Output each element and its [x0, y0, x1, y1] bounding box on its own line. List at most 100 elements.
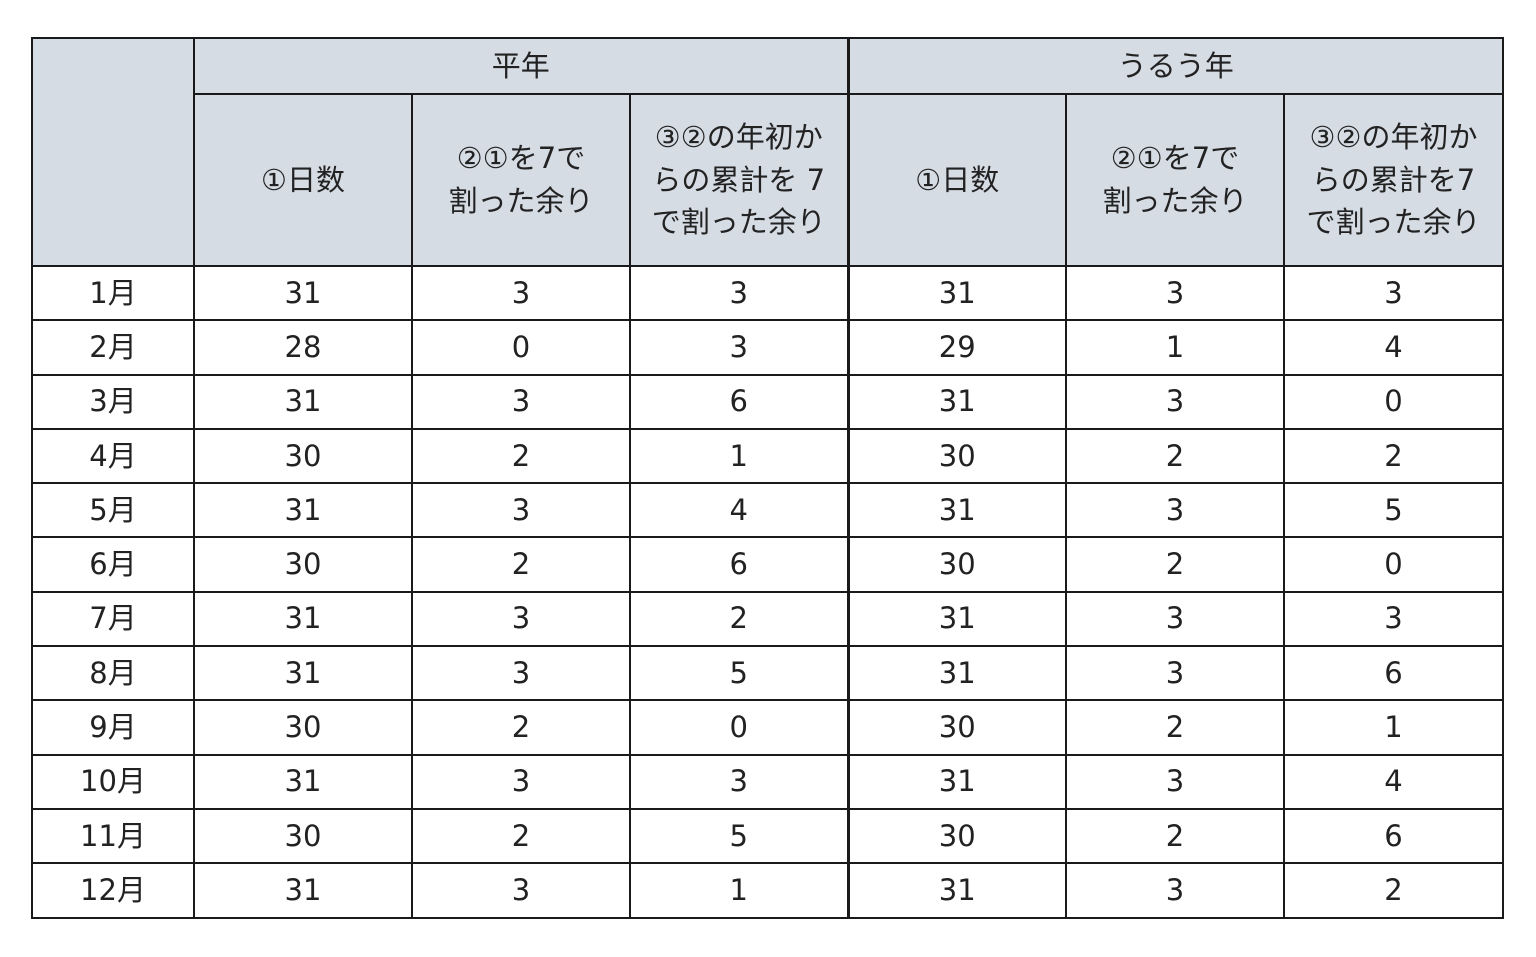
column-header-days: ①日数	[193, 93, 413, 267]
column-header-label: ③②の年初か らの累計を 7 で割った余り	[651, 119, 826, 240]
remainder-cell: 3	[411, 753, 631, 810]
month-cell: 4月	[31, 427, 195, 485]
month-cell: 11月	[31, 807, 195, 865]
column-header-label: ②①を7で 割った余り	[448, 141, 594, 218]
month-cell: 10月	[31, 753, 195, 810]
month-cell: 2月	[31, 319, 195, 376]
leap-cumulative-cell: 6	[1282, 807, 1505, 865]
cumulative-cell: 3	[629, 319, 849, 376]
table-row: 9月 30 2 0 30 2 1	[31, 699, 1505, 756]
month-remainder-table: 平年 うるう年 ①日数 ②①を7で 割った余り ③②の年初か らの累計を 7 で…	[31, 37, 1505, 919]
month-cell: 7月	[31, 590, 195, 648]
remainder-cell: 2	[411, 807, 631, 865]
days-cell: 31	[193, 482, 413, 539]
remainder-cell: 3	[411, 645, 631, 702]
remainder-cell: 2	[411, 699, 631, 756]
cumulative-cell: 5	[629, 645, 849, 702]
leap-cumulative-cell: 2	[1282, 862, 1505, 919]
column-header-remainder: ②①を7で 割った余り	[411, 93, 631, 267]
leap-remainder-cell: 2	[1065, 699, 1285, 756]
table-body: 1月 31 3 3 31 3 3 2月 28 0 3 29 1 4 3月 31 …	[31, 264, 1505, 919]
remainder-cell: 3	[411, 862, 631, 919]
table-row: 4月 30 2 1 30 2 2	[31, 427, 1505, 485]
table-row: 3月 31 3 6 31 3 0	[31, 373, 1505, 430]
group-header-leap-year: うるう年	[846, 37, 1505, 95]
cumulative-cell: 6	[629, 373, 849, 430]
group-header-common-year: 平年	[193, 37, 849, 95]
column-header-label: ③②の年初か らの累計を7 で割った余り	[1306, 119, 1481, 240]
cumulative-cell: 3	[629, 264, 849, 322]
leap-days-cell: 30	[846, 536, 1067, 593]
days-cell: 31	[193, 753, 413, 810]
leap-remainder-cell: 2	[1065, 807, 1285, 865]
days-cell: 30	[193, 427, 413, 485]
cumulative-cell: 5	[629, 807, 849, 865]
leap-cumulative-cell: 0	[1282, 373, 1505, 430]
sub-header-row: ①日数 ②①を7で 割った余り ③②の年初か らの累計を 7 で割った余り ①日…	[32, 93, 1505, 267]
days-cell: 30	[193, 699, 413, 756]
leap-cumulative-cell: 2	[1282, 427, 1505, 485]
table-row: 7月 31 3 2 31 3 3	[31, 590, 1505, 648]
group-header-row: 平年 うるう年	[31, 37, 1505, 267]
leap-cumulative-cell: 6	[1282, 645, 1505, 702]
column-header-remainder: ②①を7で 割った余り	[1065, 93, 1285, 267]
remainder-cell: 3	[411, 373, 631, 430]
cumulative-cell: 1	[629, 862, 849, 919]
remainder-cell: 0	[411, 319, 631, 376]
days-cell: 30	[193, 536, 413, 593]
leap-remainder-cell: 3	[1065, 753, 1285, 810]
leap-cumulative-cell: 4	[1282, 319, 1505, 376]
days-cell: 31	[193, 862, 413, 919]
table-row: 8月 31 3 5 31 3 6	[31, 645, 1505, 702]
leap-days-cell: 31	[846, 645, 1067, 702]
leap-cumulative-cell: 1	[1282, 699, 1505, 756]
leap-days-cell: 31	[846, 264, 1067, 322]
remainder-cell: 3	[411, 264, 631, 322]
remainder-cell: 2	[411, 427, 631, 485]
leap-days-cell: 31	[846, 753, 1067, 810]
leap-days-cell: 29	[846, 319, 1067, 376]
leap-cumulative-cell: 4	[1282, 753, 1505, 810]
leap-days-cell: 31	[846, 482, 1067, 539]
cumulative-cell: 6	[629, 536, 849, 593]
cumulative-cell: 4	[629, 482, 849, 539]
leap-remainder-cell: 3	[1065, 645, 1285, 702]
column-header-cumulative: ③②の年初か らの累計を7 で割った余り	[1282, 93, 1505, 267]
leap-days-cell: 30	[846, 807, 1067, 865]
month-cell: 9月	[31, 699, 195, 756]
table-row: 6月 30 2 6 30 2 0	[31, 536, 1505, 593]
cumulative-cell: 1	[629, 427, 849, 485]
table-row: 12月 31 3 1 31 3 2	[31, 862, 1505, 919]
days-cell: 28	[193, 319, 413, 376]
leap-days-cell: 31	[846, 862, 1067, 919]
leap-remainder-cell: 2	[1065, 536, 1285, 593]
month-cell: 3月	[31, 373, 195, 430]
table-header: 平年 うるう年 ①日数 ②①を7で 割った余り ③②の年初か らの累計を 7 で…	[31, 37, 1505, 267]
column-header-days: ①日数	[846, 93, 1067, 267]
remainder-cell: 3	[411, 482, 631, 539]
days-cell: 31	[193, 373, 413, 430]
column-header-label: ①日数	[915, 162, 1000, 197]
leap-remainder-cell: 3	[1065, 264, 1285, 322]
month-cell: 6月	[31, 536, 195, 593]
month-cell: 8月	[31, 645, 195, 702]
days-cell: 30	[193, 807, 413, 865]
month-cell: 1月	[31, 264, 195, 322]
table-row: 1月 31 3 3 31 3 3	[31, 264, 1505, 322]
table-row: 11月 30 2 5 30 2 6	[31, 807, 1505, 865]
leap-remainder-cell: 3	[1065, 590, 1285, 648]
remainder-cell: 2	[411, 536, 631, 593]
leap-cumulative-cell: 3	[1282, 590, 1505, 648]
corner-cell	[31, 37, 195, 267]
month-cell: 12月	[31, 862, 195, 919]
days-cell: 31	[193, 264, 413, 322]
column-header-label: ①日数	[261, 162, 345, 197]
leap-days-cell: 31	[846, 590, 1067, 648]
leap-days-cell: 31	[846, 373, 1067, 430]
table-row: 10月 31 3 3 31 3 4	[31, 753, 1505, 810]
column-header-cumulative: ③②の年初か らの累計を 7 で割った余り	[629, 93, 849, 267]
month-cell: 5月	[31, 482, 195, 539]
leap-cumulative-cell: 5	[1282, 482, 1505, 539]
leap-remainder-cell: 3	[1065, 482, 1285, 539]
leap-cumulative-cell: 3	[1282, 264, 1505, 322]
